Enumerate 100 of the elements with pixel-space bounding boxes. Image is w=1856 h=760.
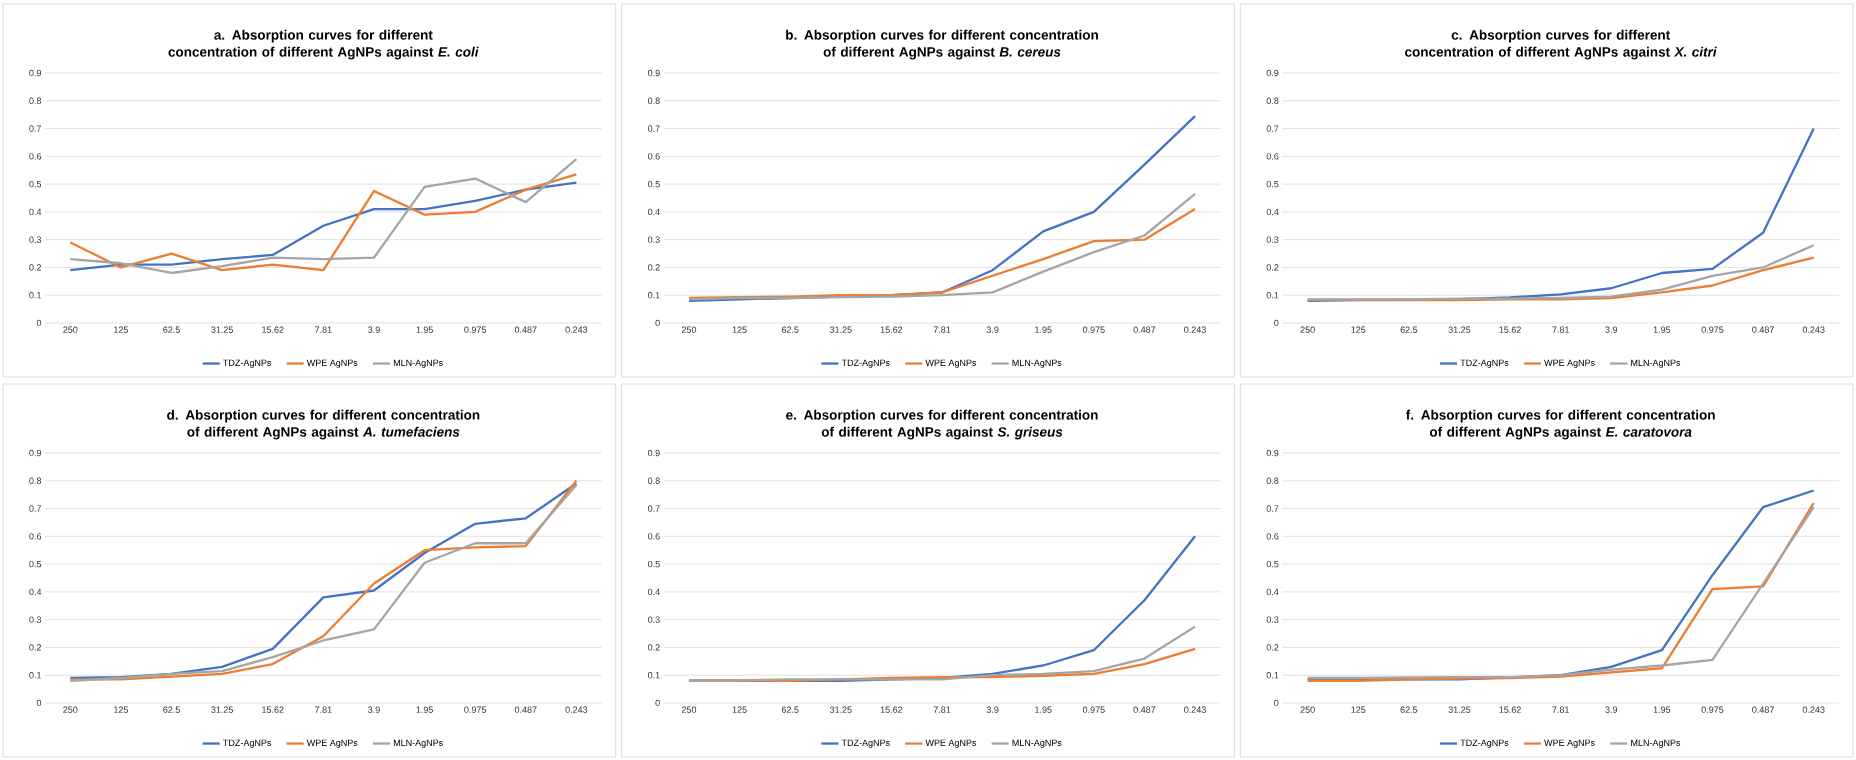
x-tick-label: 0.975 [464,706,487,713]
y-tick-label: 0.3 [1266,236,1279,243]
legend-label: MLN-AgNPs [1012,359,1062,368]
x-tick-label: 7.81 [1552,706,1569,713]
y-tick-label: 0.6 [1266,533,1279,540]
legend-label: MLN-AgNPs [393,739,443,748]
x-tick-label: 15.62 [262,326,284,333]
legend-label: MLN-AgNPs [1012,739,1062,748]
x-tick-label: 15.62 [1499,706,1521,713]
x-tick-label: 1.95 [1653,706,1671,713]
x-tick-label: 0.975 [464,326,487,333]
x-tick-label: 62.5 [781,706,799,713]
x-tick-label: 62.5 [163,706,180,713]
legend-label: TDZ-AgNPs [1460,359,1509,368]
y-tick-label: 0.6 [647,533,660,540]
y-tick-label: 0.9 [29,69,42,77]
x-tick-label: 31.25 [829,326,852,333]
x-tick-label: 0.975 [1701,326,1724,333]
x-tick-label: 7.81 [933,706,951,713]
x-tick-label: 0.243 [565,326,588,333]
x-tick-label: 31.25 [1448,326,1471,333]
y-tick-label: 0.5 [647,560,660,568]
x-tick-label: 125 [1351,706,1366,713]
y-tick-label: 0.8 [29,477,42,484]
chart-title: a. Absorption curves for different concentration of different AgNPs against E. coli [168,29,479,60]
y-tick-label: 0.5 [1266,560,1279,568]
x-tick-label: 250 [63,326,78,333]
y-tick-label: 0.4 [1266,588,1279,596]
y-tick-label: 0.3 [1266,616,1279,623]
y-tick-label: 0.9 [29,449,42,457]
y-tick-label: 0.5 [29,180,42,188]
x-tick-label: 15.62 [262,706,284,713]
y-tick-label: 0.7 [1266,125,1279,132]
x-tick-label: 0.487 [514,706,537,713]
x-tick-label: 15.62 [880,706,903,713]
legend-label: WPE AgNPs [1544,359,1595,368]
legend-label: WPE AgNPs [306,739,358,748]
x-tick-label: 250 [1300,326,1315,333]
x-tick-label: 1.95 [416,706,433,713]
legend-label: MLN-AgNPs [1631,739,1681,748]
x-tick-label: 3.9 [1605,326,1618,333]
x-tick-label: 31.25 [211,706,234,713]
y-tick-label: 0 [655,699,660,707]
y-tick-label: 0.1 [647,292,660,299]
legend-label: WPE AgNPs [1544,739,1595,748]
y-tick-label: 0.6 [647,153,660,160]
legend-label: WPE AgNPs [306,359,358,368]
x-tick-label: 250 [1300,706,1315,713]
y-tick-label: 0 [1274,699,1279,707]
x-tick-label: 125 [732,326,747,333]
x-tick-label: 31.25 [1448,706,1471,713]
x-tick-label: 0.487 [1752,326,1774,333]
x-tick-label: 0.243 [1184,706,1206,713]
x-tick-label: 250 [681,326,697,333]
y-tick-label: 0.4 [29,588,42,596]
legend-label: WPE AgNPs [925,739,977,748]
y-tick-label: 0.7 [29,125,42,132]
legend-label: TDZ-AgNPs [841,739,890,748]
legend-label: MLN-AgNPs [393,359,443,368]
x-tick-label: 0.243 [1802,706,1825,713]
y-tick-label: 0.8 [647,477,660,484]
y-tick-label: 0.9 [647,449,660,457]
y-tick-label: 0.8 [1266,97,1279,104]
y-tick-label: 0.5 [1266,180,1279,188]
y-tick-label: 0.2 [1266,264,1279,271]
y-tick-label: 0.4 [29,208,42,216]
y-tick-label: 0.2 [29,644,42,651]
x-tick-label: 1.95 [416,326,433,333]
x-tick-label: 0.487 [514,326,537,333]
y-tick-label: 0.8 [647,97,660,104]
x-tick-label: 62.5 [1400,706,1418,713]
x-tick-label: 0.243 [1184,326,1206,333]
x-tick-label: 250 [63,706,78,713]
chart-title: f. Absorption curves for different concentration of different AgNPs against E. caratovora [1406,409,1715,440]
x-tick-label: 3.9 [368,326,380,333]
x-tick-label: 3.9 [986,326,999,333]
y-tick-label: 0.6 [29,153,42,160]
y-tick-label: 0.6 [1266,153,1279,160]
x-tick-label: 31.25 [211,326,234,333]
y-tick-label: 0.8 [29,97,42,104]
legend-label: TDZ-AgNPs [223,739,272,748]
x-tick-label: 0.487 [1133,326,1156,333]
y-tick-label: 0.1 [1266,292,1279,299]
chart-title: b. Absorption curves for different concentration of different AgNPs against B. cereus [786,29,1098,60]
x-tick-label: 250 [681,706,697,713]
legend-label: TDZ-AgNPs [841,359,890,368]
x-tick-label: 125 [114,706,129,713]
x-tick-label: 0.975 [1082,326,1105,333]
y-tick-label: 0.3 [29,236,42,243]
y-tick-label: 0.9 [1266,449,1279,457]
legend-label: WPE AgNPs [925,359,977,368]
y-tick-label: 0.1 [29,292,42,299]
x-tick-label: 62.5 [163,326,180,333]
y-tick-label: 0 [36,319,42,327]
x-tick-label: 0.243 [1802,326,1825,333]
x-tick-label: 1.95 [1035,326,1052,333]
y-tick-label: 0.5 [647,180,660,188]
x-tick-label: 62.5 [781,326,799,333]
x-tick-label: 3.9 [986,706,999,713]
x-tick-label: 7.81 [933,326,951,333]
